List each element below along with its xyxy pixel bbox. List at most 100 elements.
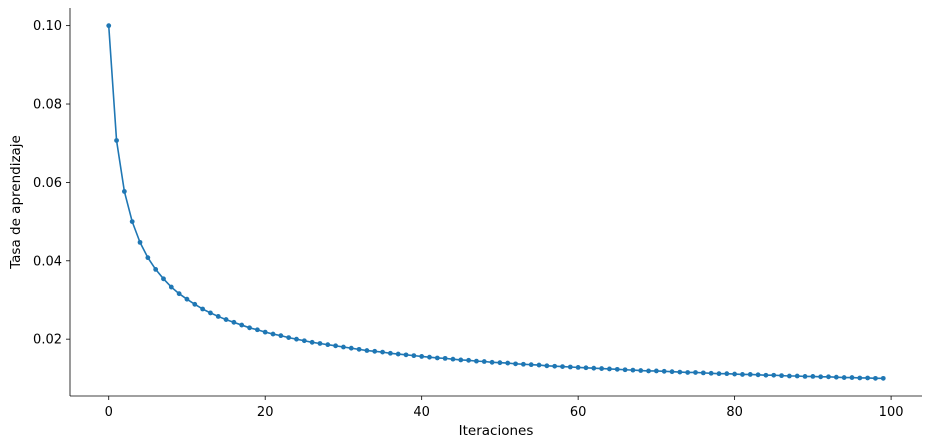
data-point <box>395 351 401 357</box>
data-point <box>677 369 683 375</box>
data-point <box>380 349 385 355</box>
data-point <box>215 314 221 319</box>
data-point <box>387 350 393 356</box>
data-point <box>223 317 229 322</box>
data-point <box>560 364 565 370</box>
data-point <box>786 373 792 379</box>
data-point <box>849 375 855 380</box>
data-point <box>474 358 479 364</box>
data-point <box>254 327 260 333</box>
data-point <box>857 375 863 381</box>
data-point <box>716 371 722 377</box>
data-point <box>442 355 448 361</box>
x-ticks: 0 20 40 60 80 100 <box>105 396 904 420</box>
data-point <box>536 362 542 368</box>
data-point <box>614 366 620 372</box>
data-point <box>841 375 847 380</box>
data-point <box>826 374 831 380</box>
data-point <box>176 291 182 297</box>
data-point <box>294 336 299 342</box>
data-point <box>434 355 440 361</box>
data-point <box>653 368 659 374</box>
data-point <box>865 375 871 381</box>
y-tick-label: 0.10 <box>33 19 62 34</box>
data-point <box>262 329 268 335</box>
data-point <box>364 348 370 353</box>
data-point <box>247 325 252 331</box>
data-point <box>356 346 362 352</box>
data-point <box>732 371 738 377</box>
data-point <box>528 362 534 368</box>
data-point <box>818 374 824 380</box>
data-point <box>520 361 526 367</box>
data-point <box>599 366 605 371</box>
data-point <box>575 364 581 370</box>
data-point <box>552 363 558 369</box>
data-point <box>153 267 159 272</box>
data-point <box>693 370 698 375</box>
data-point <box>317 341 323 346</box>
data-point <box>137 239 143 245</box>
y-tick-label: 0.04 <box>33 254 62 269</box>
data-point <box>278 333 284 339</box>
data-point <box>301 338 307 344</box>
data-point <box>505 360 511 366</box>
data-point <box>646 368 651 374</box>
data-point <box>145 255 151 261</box>
data-point <box>607 366 612 372</box>
data-point <box>168 284 174 290</box>
x-tick-label: 20 <box>257 405 274 420</box>
y-tick-label: 0.02 <box>33 333 62 348</box>
data-point <box>231 319 237 325</box>
y-tick-label: 0.06 <box>33 176 62 191</box>
data-point <box>740 372 745 377</box>
x-tick-label: 40 <box>413 405 430 420</box>
data-point <box>341 344 346 350</box>
data-point <box>309 339 315 345</box>
data-point <box>771 372 777 378</box>
data-point <box>427 354 432 360</box>
data-point <box>661 368 667 374</box>
data-point <box>270 331 276 337</box>
x-tick-label: 100 <box>879 405 904 420</box>
data-point <box>325 342 331 348</box>
data-point <box>208 310 213 316</box>
data-point <box>567 364 573 370</box>
data-point <box>700 370 706 376</box>
data-point <box>372 348 378 354</box>
data-point <box>192 301 198 307</box>
data-point <box>583 365 589 371</box>
series-line <box>107 25 884 380</box>
data-point <box>513 361 518 367</box>
data-point <box>286 335 292 341</box>
data-point <box>348 345 354 351</box>
y-axis-label: Tasa de aprendizaje <box>8 135 24 270</box>
data-point <box>114 138 119 143</box>
data-point <box>466 357 472 363</box>
data-point <box>489 359 495 365</box>
data-point <box>880 375 886 381</box>
data-point <box>638 368 644 373</box>
data-point <box>411 353 417 359</box>
data-point <box>810 374 816 379</box>
data-point <box>747 372 753 377</box>
data-point <box>591 365 597 371</box>
data-point <box>184 296 190 302</box>
data-point <box>544 363 550 369</box>
y-tick-label: 0.08 <box>33 98 62 113</box>
data-point <box>755 372 761 378</box>
data-point <box>450 356 456 362</box>
data-point <box>685 370 691 375</box>
series-group <box>106 23 886 381</box>
data-point <box>763 372 769 378</box>
y-ticks: 0.02 0.04 0.06 0.08 0.10 <box>33 19 70 348</box>
data-point <box>497 360 503 366</box>
data-point <box>630 367 636 373</box>
x-axis-label: Iteraciones <box>459 423 534 439</box>
data-point <box>779 373 784 379</box>
data-point <box>106 23 112 29</box>
data-point <box>708 370 714 376</box>
data-point <box>833 374 839 380</box>
data-point <box>161 276 166 282</box>
